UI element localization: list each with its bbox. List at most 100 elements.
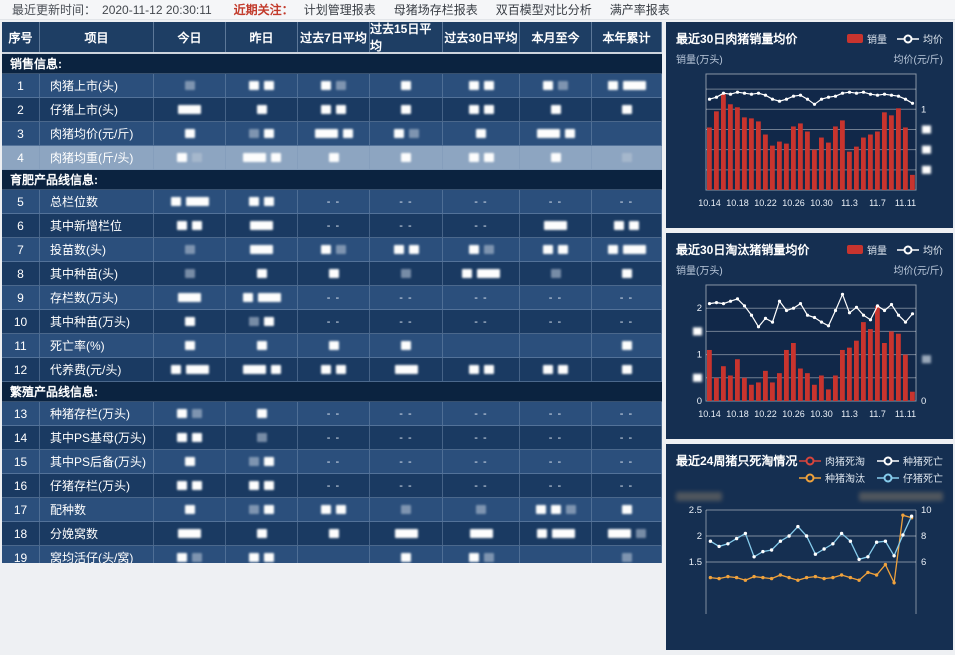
- row-label: 配种数: [40, 498, 154, 521]
- table-row[interactable]: 5 总栏位数 - -- -- -- -- -: [2, 190, 662, 214]
- svg-text:0: 0: [697, 396, 702, 407]
- legend-item-sales[interactable]: 销量: [847, 242, 887, 257]
- link-full-production-rate-report[interactable]: 满产率报表: [609, 3, 670, 17]
- value-cell: [154, 358, 226, 381]
- svg-text:10.18: 10.18: [726, 409, 749, 419]
- value-cell: - -: [370, 214, 443, 237]
- value-cell: - -: [592, 474, 662, 497]
- table-row[interactable]: 6 其中新增栏位 - -- -- -: [2, 214, 662, 238]
- svg-text:10.22: 10.22: [754, 198, 777, 208]
- table-row[interactable]: 4 肉猪均重(斤/头): [2, 146, 662, 170]
- value-cell: [520, 546, 592, 563]
- table-row[interactable]: 11 死亡率(%): [2, 334, 662, 358]
- chart3-right-axis-label-blurred: [859, 491, 943, 501]
- blurred-value: [393, 245, 404, 254]
- legend-item-breeder-death[interactable]: 种猪死亡: [877, 453, 943, 468]
- table-row[interactable]: 3 肉猪均价(元/斤): [2, 122, 662, 146]
- link-double-hundred-model-analysis[interactable]: 双百模型对比分析: [495, 3, 592, 17]
- row-label: 死亡率(%): [40, 334, 154, 357]
- blurred-value: [184, 269, 195, 278]
- blurred-value: [184, 129, 195, 138]
- blurred-value: [184, 457, 195, 466]
- legend-item-sales[interactable]: 销量: [847, 31, 887, 46]
- table-row[interactable]: 7 投苗数(头): [2, 238, 662, 262]
- value-cell: [226, 190, 298, 213]
- table-row[interactable]: 19 窝均活仔(头/窝): [2, 546, 662, 563]
- column-header: 序号: [2, 22, 40, 52]
- value-cell: [154, 334, 226, 357]
- blurred-value: [543, 365, 553, 374]
- blurred-value: [621, 553, 632, 562]
- link-sow-farm-inventory-report[interactable]: 母猪场存栏报表: [393, 3, 478, 17]
- value-cell: [592, 122, 662, 145]
- value-cell: [154, 190, 226, 213]
- topbar: 最近更新时间： 2020-11-12 20:30:11 近期关注： 计划管理报表…: [0, 0, 955, 20]
- value-cell: [298, 74, 370, 97]
- value-cell: - -: [298, 214, 370, 237]
- table-row[interactable]: 8 其中种苗(头): [2, 262, 662, 286]
- value-cell: [520, 214, 592, 237]
- value-cell: [443, 146, 520, 169]
- pig-sales-volume-price-chart: 10.14 10.18 10.22 10.26 10.30 11.3 11.7 11.11 1: [698, 73, 931, 208]
- death-cull-weekly-chart: 2.5 102 81.5 6: [689, 505, 932, 614]
- blurred-value: [558, 81, 568, 90]
- blurred-value: [257, 293, 281, 302]
- blurred-value: [476, 129, 486, 138]
- blurred-value: [249, 505, 259, 514]
- table-row[interactable]: 10 其中种苗(万头) - -- -- -- -- -: [2, 310, 662, 334]
- chart-panel-death-cull: 最近24周猪只死淘情况 肉猪死淘 种猪死亡: [666, 444, 953, 650]
- blurred-value: [177, 221, 187, 230]
- line-dot-icon: [799, 456, 821, 465]
- blurred-value: [551, 529, 575, 538]
- row-number: 4: [2, 146, 40, 169]
- legend-item-breeder-cull[interactable]: 种猪淘汰: [799, 470, 865, 485]
- link-plan-management-report[interactable]: 计划管理报表: [303, 3, 376, 17]
- blurred-value: [264, 197, 274, 206]
- value-cell: - -: [592, 190, 662, 213]
- blurred-value: [468, 245, 479, 254]
- value-cell: - -: [370, 190, 443, 213]
- blurred-value: [192, 433, 202, 442]
- value-cell: [298, 522, 370, 545]
- chart3-legend: 肉猪死淘 种猪死亡 种猪淘汰: [799, 453, 943, 485]
- legend-item-avg-price[interactable]: 均价: [897, 242, 943, 257]
- row-number: 18: [2, 522, 40, 545]
- blurred-value: [328, 529, 339, 538]
- table-row[interactable]: 14 其中PS基母(万头) - -- -- -- -- -: [2, 426, 662, 450]
- value-cell: [154, 98, 226, 121]
- table-row[interactable]: 2 仔猪上市(头): [2, 98, 662, 122]
- blurred-value: [536, 529, 547, 538]
- legend-item-piglet-death[interactable]: 仔猪死亡: [877, 470, 943, 485]
- blurred-value: [336, 245, 346, 254]
- svg-text:1: 1: [921, 104, 926, 115]
- table-row[interactable]: 9 存栏数(万头) - -- -- -- -- -: [2, 286, 662, 310]
- table-row[interactable]: 12 代养费(元/头): [2, 358, 662, 382]
- svg-text:1: 1: [697, 350, 702, 361]
- bar-swatch-icon: [847, 245, 863, 254]
- blurred-value: [401, 269, 411, 278]
- line-dot-icon: [897, 245, 919, 254]
- table-row[interactable]: 1 肉猪上市(头): [2, 74, 662, 98]
- blurred-value: [249, 197, 259, 206]
- value-cell: [154, 214, 226, 237]
- table-row[interactable]: 15 其中PS后备(万头) - -- -- -- -- -: [2, 450, 662, 474]
- value-cell: [298, 546, 370, 563]
- section-header-row: 繁殖产品线信息:: [2, 382, 662, 402]
- legend-item-meat-pig-death-cull[interactable]: 肉猪死淘: [799, 453, 865, 468]
- blurred-value: [635, 529, 646, 538]
- table-row[interactable]: 16 仔猪存栏(万头) - -- -- -- -- -: [2, 474, 662, 498]
- table-row[interactable]: 17 配种数: [2, 498, 662, 522]
- column-header: 过去30日平均: [443, 22, 520, 52]
- table-row[interactable]: 13 种猪存栏(万头) - -- -- -- -- -: [2, 402, 662, 426]
- value-cell: - -: [370, 286, 443, 309]
- value-cell: [520, 146, 592, 169]
- row-label: 肉猪均价(元/斤): [40, 122, 154, 145]
- blurred-value: [264, 457, 274, 466]
- legend-item-avg-price[interactable]: 均价: [897, 31, 943, 46]
- value-cell: [298, 334, 370, 357]
- value-cell: - -: [443, 190, 520, 213]
- blurred-value: [558, 365, 568, 374]
- blurred-value: [256, 105, 267, 114]
- table-row[interactable]: 18 分娩窝数: [2, 522, 662, 546]
- value-cell: [592, 146, 662, 169]
